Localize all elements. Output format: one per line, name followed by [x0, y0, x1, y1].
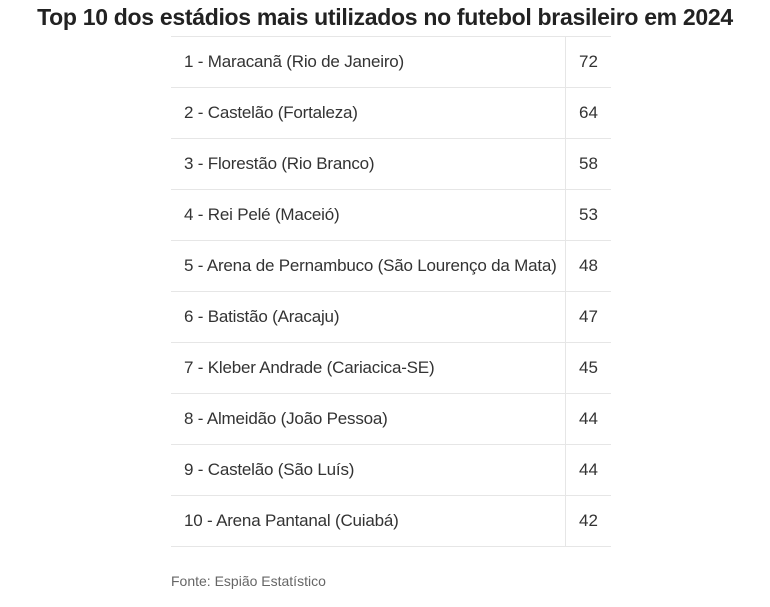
table-row: 4 - Rei Pelé (Maceió) 53 [171, 190, 611, 241]
table-row: 10 - Arena Pantanal (Cuiabá) 42 [171, 496, 611, 547]
row-label: 1 - Maracanã (Rio de Janeiro) [171, 37, 566, 87]
row-label: 7 - Kleber Andrade (Cariacica-SE) [171, 343, 566, 393]
table-row: 6 - Batistão (Aracaju) 47 [171, 292, 611, 343]
row-value: 72 [579, 52, 598, 71]
row-label: 9 - Castelão (São Luís) [171, 445, 566, 495]
table-row: 5 - Arena de Pernambuco (São Lourenço da… [171, 241, 611, 292]
row-value: 53 [579, 205, 598, 224]
row-value: 45 [579, 358, 598, 377]
table-row: 9 - Castelão (São Luís) 44 [171, 445, 611, 496]
source-note: Fonte: Espião Estatístico [171, 573, 326, 589]
row-value: 44 [579, 409, 598, 428]
row-value: 48 [579, 256, 598, 275]
row-label: 5 - Arena de Pernambuco (São Lourenço da… [171, 241, 566, 291]
table-row: 1 - Maracanã (Rio de Janeiro) 72 [171, 37, 611, 88]
table-row: 8 - Almeidão (João Pessoa) 44 [171, 394, 611, 445]
chart-title: Top 10 dos estádios mais utilizados no f… [37, 4, 733, 30]
table-row: 2 - Castelão (Fortaleza) 64 [171, 88, 611, 139]
row-label: 4 - Rei Pelé (Maceió) [171, 190, 566, 240]
stadium-table: 1 - Maracanã (Rio de Janeiro) 72 2 - Cas… [171, 36, 611, 547]
row-value: 58 [579, 154, 598, 173]
row-value: 44 [579, 460, 598, 479]
row-value: 42 [579, 511, 598, 530]
table-row: 3 - Florestão (Rio Branco) 58 [171, 139, 611, 190]
row-label: 6 - Batistão (Aracaju) [171, 292, 566, 342]
row-value: 64 [579, 103, 598, 122]
row-label: 3 - Florestão (Rio Branco) [171, 139, 566, 189]
row-label: 2 - Castelão (Fortaleza) [171, 88, 566, 138]
row-label: 8 - Almeidão (João Pessoa) [171, 394, 566, 444]
row-value: 47 [579, 307, 598, 326]
table-row: 7 - Kleber Andrade (Cariacica-SE) 45 [171, 343, 611, 394]
row-label: 10 - Arena Pantanal (Cuiabá) [171, 496, 566, 546]
